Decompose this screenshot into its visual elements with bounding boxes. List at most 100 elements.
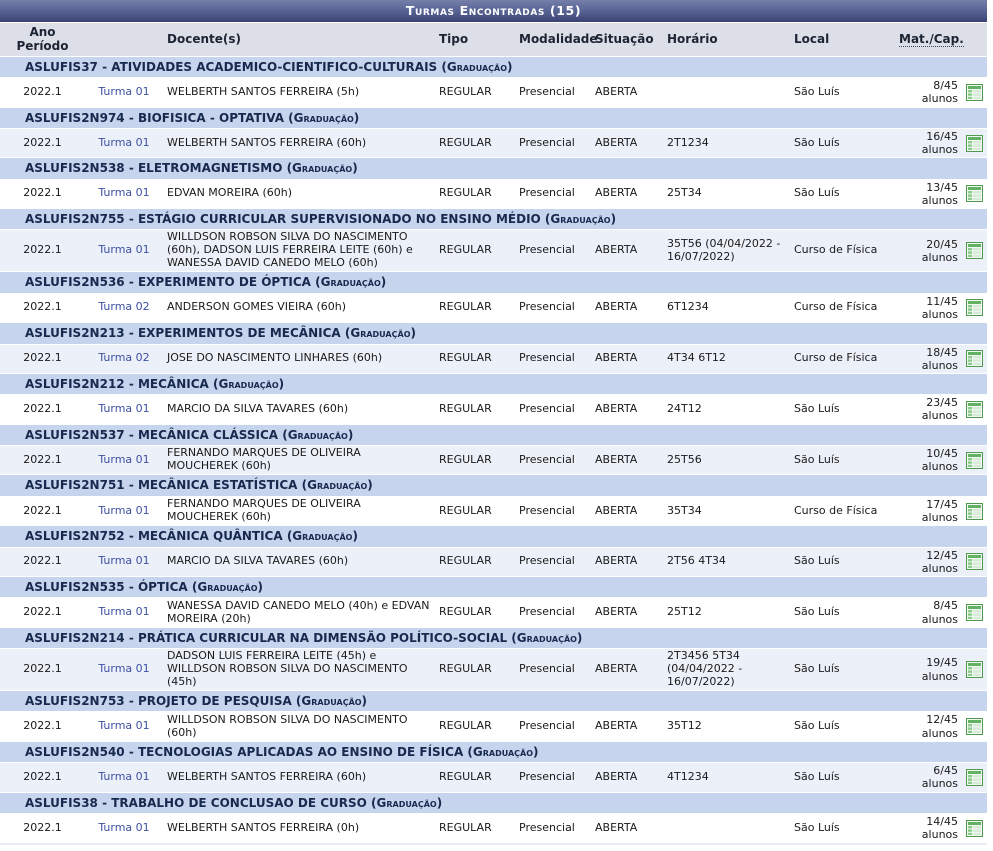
action-cell bbox=[962, 496, 987, 526]
class-report-icon[interactable] bbox=[966, 185, 983, 203]
matricula-capacidade-value: 8/45 bbox=[933, 599, 958, 613]
ano-periodo-cell: 2022.1 bbox=[0, 813, 85, 843]
class-report-icon[interactable] bbox=[966, 299, 983, 317]
action-cell bbox=[962, 128, 987, 158]
alunos-label: alunos bbox=[921, 511, 958, 525]
course-group-row: ASLUFIS2N535 - ÓPTICA (Graduação) bbox=[0, 576, 987, 598]
course-group-row: ASLUFIS2N212 - MECÂNICA (Graduação) bbox=[0, 373, 987, 395]
column-header-ano-periodo: Ano Período bbox=[0, 23, 85, 56]
ano-periodo-cell: 2022.1 bbox=[0, 230, 85, 272]
docentes-cell: WELBERTH SANTOS FERREIRA (60h) bbox=[163, 128, 435, 158]
turma-link[interactable]: Turma 01 bbox=[98, 605, 150, 619]
alunos-label: alunos bbox=[921, 612, 958, 626]
turma-link[interactable]: Turma 01 bbox=[98, 662, 150, 676]
local-cell: São Luís bbox=[790, 179, 895, 209]
matricula-capacidade-cell: 8/45 alunos bbox=[895, 598, 962, 627]
turma-row: 2022.1 Turma 01 WANESSA DAVID CANEDO MEL… bbox=[0, 598, 987, 627]
class-report-icon[interactable] bbox=[966, 451, 983, 469]
turma-link[interactable]: Turma 01 bbox=[98, 135, 150, 149]
turma-link[interactable]: Turma 01 bbox=[98, 186, 150, 200]
course-group-label: ASLUFIS2N212 - MECÂNICA (Graduação) bbox=[25, 376, 285, 391]
docentes-cell: WELBERTH SANTOS FERREIRA (5h) bbox=[163, 78, 435, 107]
ano-periodo-cell: 2022.1 bbox=[0, 547, 85, 576]
column-header-mat-cap[interactable]: Mat./Cap. bbox=[895, 23, 964, 56]
matricula-capacidade-value: 12/45 bbox=[926, 548, 958, 562]
ano-periodo-cell: 2022.1 bbox=[0, 344, 85, 373]
local-cell: São Luís bbox=[790, 547, 895, 576]
situacao-cell: ABERTA bbox=[591, 712, 663, 741]
turma-cell: Turma 01 bbox=[85, 128, 163, 158]
matricula-capacidade-cell: 23/45 alunos bbox=[895, 395, 962, 424]
matricula-capacidade-cell: 13/45 alunos bbox=[895, 179, 962, 209]
situacao-cell: ABERTA bbox=[591, 230, 663, 272]
docentes-cell: ANDERSON GOMES VIEIRA (60h) bbox=[163, 293, 435, 323]
column-header-action-spacer bbox=[962, 23, 987, 56]
class-report-icon[interactable] bbox=[966, 718, 983, 736]
class-report-icon[interactable] bbox=[966, 604, 983, 622]
turma-link[interactable]: Turma 01 bbox=[98, 769, 150, 783]
modalidade-cell: Presencial bbox=[515, 496, 591, 526]
course-group-header-cell: ASLUFIS2N752 - MECÂNICA QUÂNTICA (Gradua… bbox=[0, 526, 987, 547]
column-header-modalidade: Modalidade bbox=[515, 23, 598, 56]
course-group-label: ASLUFIS2N974 - BIOFISICA - OPTATIVA (Gra… bbox=[25, 110, 360, 125]
class-report-icon[interactable] bbox=[966, 661, 983, 679]
course-group-row: ASLUFIS38 - TRABALHO DE CONCLUSAO DE CUR… bbox=[0, 792, 987, 813]
matricula-capacidade-cell: 16/45 alunos bbox=[895, 128, 962, 158]
course-group-row: ASLUFIS2N752 - MECÂNICA QUÂNTICA (Gradua… bbox=[0, 526, 987, 547]
course-group-header-cell: ASLUFIS2N751 - MECÂNICA ESTATÍSTICA (Gra… bbox=[0, 475, 987, 496]
modalidade-cell: Presencial bbox=[515, 293, 591, 323]
class-report-icon[interactable] bbox=[966, 134, 983, 152]
turma-row: 2022.1 Turma 01 FERNANDO MARQUES DE OLIV… bbox=[0, 446, 987, 475]
local-cell: São Luís bbox=[790, 649, 895, 691]
class-report-icon[interactable] bbox=[966, 350, 983, 368]
horario-cell: 25T56 bbox=[663, 446, 790, 475]
docentes-cell: WELBERTH SANTOS FERREIRA (60h) bbox=[163, 763, 435, 792]
matricula-capacidade-cell: 17/45 alunos bbox=[895, 496, 962, 526]
class-report-icon[interactable] bbox=[966, 502, 983, 520]
course-group-label: ASLUFIS2N538 - ELETROMAGNETISMO (Graduaç… bbox=[25, 161, 358, 176]
class-report-icon[interactable] bbox=[966, 83, 983, 101]
class-report-icon[interactable] bbox=[966, 242, 983, 260]
turma-link[interactable]: Turma 01 bbox=[98, 84, 150, 98]
course-group-header-cell: ASLUFIS2N213 - EXPERIMENTOS DE MECÂNICA … bbox=[0, 323, 987, 344]
course-group-row: ASLUFIS2N751 - MECÂNICA ESTATÍSTICA (Gra… bbox=[0, 475, 987, 496]
turma-cell: Turma 01 bbox=[85, 446, 163, 475]
panel-title: Turmas Encontradas (15) bbox=[0, 0, 987, 22]
turma-row: 2022.1 Turma 01 DADSON LUIS FERREIRA LEI… bbox=[0, 649, 987, 691]
local-cell: São Luís bbox=[790, 598, 895, 627]
modalidade-cell: Presencial bbox=[515, 395, 591, 424]
class-report-icon[interactable] bbox=[966, 553, 983, 571]
turma-row: 2022.1 Turma 01 FERNANDO MARQUES DE OLIV… bbox=[0, 496, 987, 526]
column-header-situacao: Situação bbox=[591, 23, 663, 56]
action-cell bbox=[962, 230, 987, 272]
course-group-label: ASLUFIS2N752 - MECÂNICA QUÂNTICA (Gradua… bbox=[25, 529, 358, 544]
turma-link[interactable]: Turma 01 bbox=[98, 820, 150, 834]
ano-periodo-cell: 2022.1 bbox=[0, 78, 85, 107]
turma-link[interactable]: Turma 02 bbox=[98, 300, 150, 314]
column-header-tipo: Tipo bbox=[435, 23, 515, 56]
class-report-icon[interactable] bbox=[966, 819, 983, 837]
turma-link[interactable]: Turma 01 bbox=[98, 402, 150, 415]
horario-cell: 35T34 bbox=[663, 496, 790, 526]
docentes-cell: WILLDSON ROBSON SILVA DO NASCIMENTO (60h… bbox=[163, 712, 435, 741]
course-group-row: ASLUFIS2N536 - EXPERIMENTO DE ÓPTICA (Gr… bbox=[0, 272, 987, 293]
turma-link[interactable]: Turma 01 bbox=[98, 554, 150, 568]
class-report-icon[interactable] bbox=[966, 768, 983, 786]
turma-row: 2022.1 Turma 01 WELBERTH SANTOS FERREIRA… bbox=[0, 813, 987, 843]
action-cell bbox=[962, 649, 987, 691]
alunos-label: alunos bbox=[921, 828, 958, 842]
horario-cell: 35T12 bbox=[663, 712, 790, 741]
action-cell bbox=[962, 712, 987, 741]
turma-row: 2022.1 Turma 02 ANDERSON GOMES VIEIRA (6… bbox=[0, 293, 987, 323]
turma-link[interactable]: Turma 01 bbox=[98, 719, 150, 733]
turma-link[interactable]: Turma 02 bbox=[98, 351, 150, 365]
ano-periodo-cell: 2022.1 bbox=[0, 649, 85, 691]
course-group-label: ASLUFIS2N535 - ÓPTICA (Graduação) bbox=[25, 579, 264, 594]
tipo-cell: REGULAR bbox=[435, 547, 515, 576]
turma-link[interactable]: Turma 01 bbox=[98, 452, 150, 466]
course-group-header-cell: ASLUFIS2N755 - ESTÁGIO CURRICULAR SUPERV… bbox=[0, 209, 987, 230]
turma-cell: Turma 01 bbox=[85, 598, 163, 627]
class-report-icon[interactable] bbox=[966, 400, 983, 418]
turma-link[interactable]: Turma 01 bbox=[98, 243, 150, 257]
turma-link[interactable]: Turma 01 bbox=[98, 503, 150, 517]
